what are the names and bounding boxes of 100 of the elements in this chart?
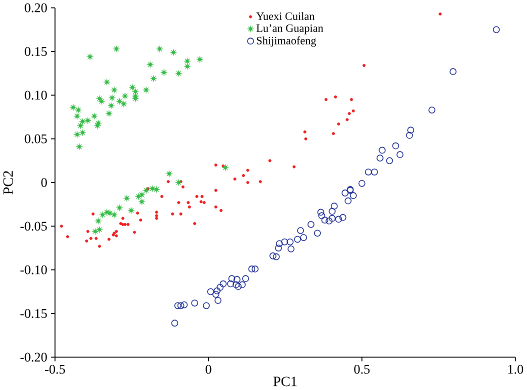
point (180, 302, 188, 308)
point (378, 146, 386, 154)
point (335, 216, 342, 223)
point (297, 227, 304, 234)
point (228, 275, 236, 282)
point (216, 284, 224, 291)
y-tick-label: -0.05 (20, 222, 47, 231)
point (134, 193, 142, 200)
point (308, 221, 314, 228)
point (207, 288, 214, 296)
point (269, 252, 276, 260)
point (220, 280, 227, 288)
y-tick-label: 0.05 (24, 134, 47, 144)
point (120, 100, 128, 108)
y-tick-label: 0 (41, 178, 47, 188)
point (112, 46, 120, 53)
point (407, 126, 414, 134)
x-tick-label: -0.5 (45, 365, 65, 374)
point (74, 112, 81, 120)
y-tick-label: 0.15 (24, 47, 47, 56)
y-axis-title: PC2 (3, 171, 13, 195)
point (212, 291, 220, 298)
point (406, 132, 413, 139)
point (76, 122, 84, 130)
point (79, 118, 86, 126)
y-tick-label: 0.20 (24, 4, 47, 13)
point (116, 204, 124, 212)
point (234, 276, 240, 284)
point (274, 244, 282, 252)
point (339, 214, 346, 222)
point (321, 216, 328, 224)
point (175, 70, 182, 78)
point (171, 320, 178, 327)
point (371, 168, 378, 176)
point (79, 129, 86, 136)
point (146, 61, 154, 68)
point (286, 238, 294, 246)
point (328, 215, 336, 222)
x-axis-title: PC1 (273, 376, 297, 386)
point (294, 236, 301, 243)
point (386, 157, 393, 164)
point (281, 238, 288, 246)
point (252, 266, 259, 273)
point (142, 187, 150, 194)
point (428, 106, 436, 114)
point (92, 228, 99, 236)
point (492, 26, 500, 34)
point (110, 86, 118, 94)
point (108, 94, 116, 102)
point (314, 230, 321, 237)
point (160, 69, 168, 76)
point (166, 170, 173, 178)
point (184, 63, 191, 70)
point (84, 117, 92, 124)
x-tick-label: 1.0 (508, 365, 524, 374)
point (202, 302, 210, 310)
point (191, 300, 198, 307)
point (184, 58, 191, 65)
point (376, 154, 384, 162)
y-tick-label: -0.20 (20, 352, 47, 362)
point (121, 92, 129, 100)
point (116, 98, 124, 106)
point (132, 95, 139, 102)
point (105, 110, 113, 118)
point (364, 168, 372, 176)
legend-label: Yuexi Cuilan (256, 12, 315, 20)
y-tick-label: -0.15 (20, 309, 47, 318)
point (238, 281, 246, 288)
point (86, 53, 94, 61)
point (70, 104, 77, 112)
point (108, 102, 115, 110)
point (396, 151, 404, 158)
point (450, 68, 457, 76)
y-tick-label: -0.10 (20, 266, 47, 275)
point (214, 297, 222, 304)
point (74, 131, 81, 138)
point (174, 302, 182, 310)
point (300, 234, 308, 242)
y-tick-label: 0.10 (24, 90, 47, 100)
point (138, 198, 146, 206)
point (317, 208, 324, 216)
point (288, 246, 294, 253)
point (148, 185, 156, 192)
point (177, 302, 184, 310)
point (242, 275, 250, 282)
point (90, 112, 98, 120)
point (272, 253, 280, 260)
point (330, 202, 338, 210)
point (342, 190, 348, 197)
point (74, 106, 82, 114)
x-tick-label: 0 (206, 365, 212, 374)
point (150, 75, 158, 82)
point (358, 180, 366, 188)
point (344, 198, 352, 204)
point (142, 86, 150, 94)
point (128, 207, 135, 214)
point (170, 49, 178, 56)
point (196, 56, 204, 64)
point (175, 179, 182, 186)
point (350, 192, 357, 200)
